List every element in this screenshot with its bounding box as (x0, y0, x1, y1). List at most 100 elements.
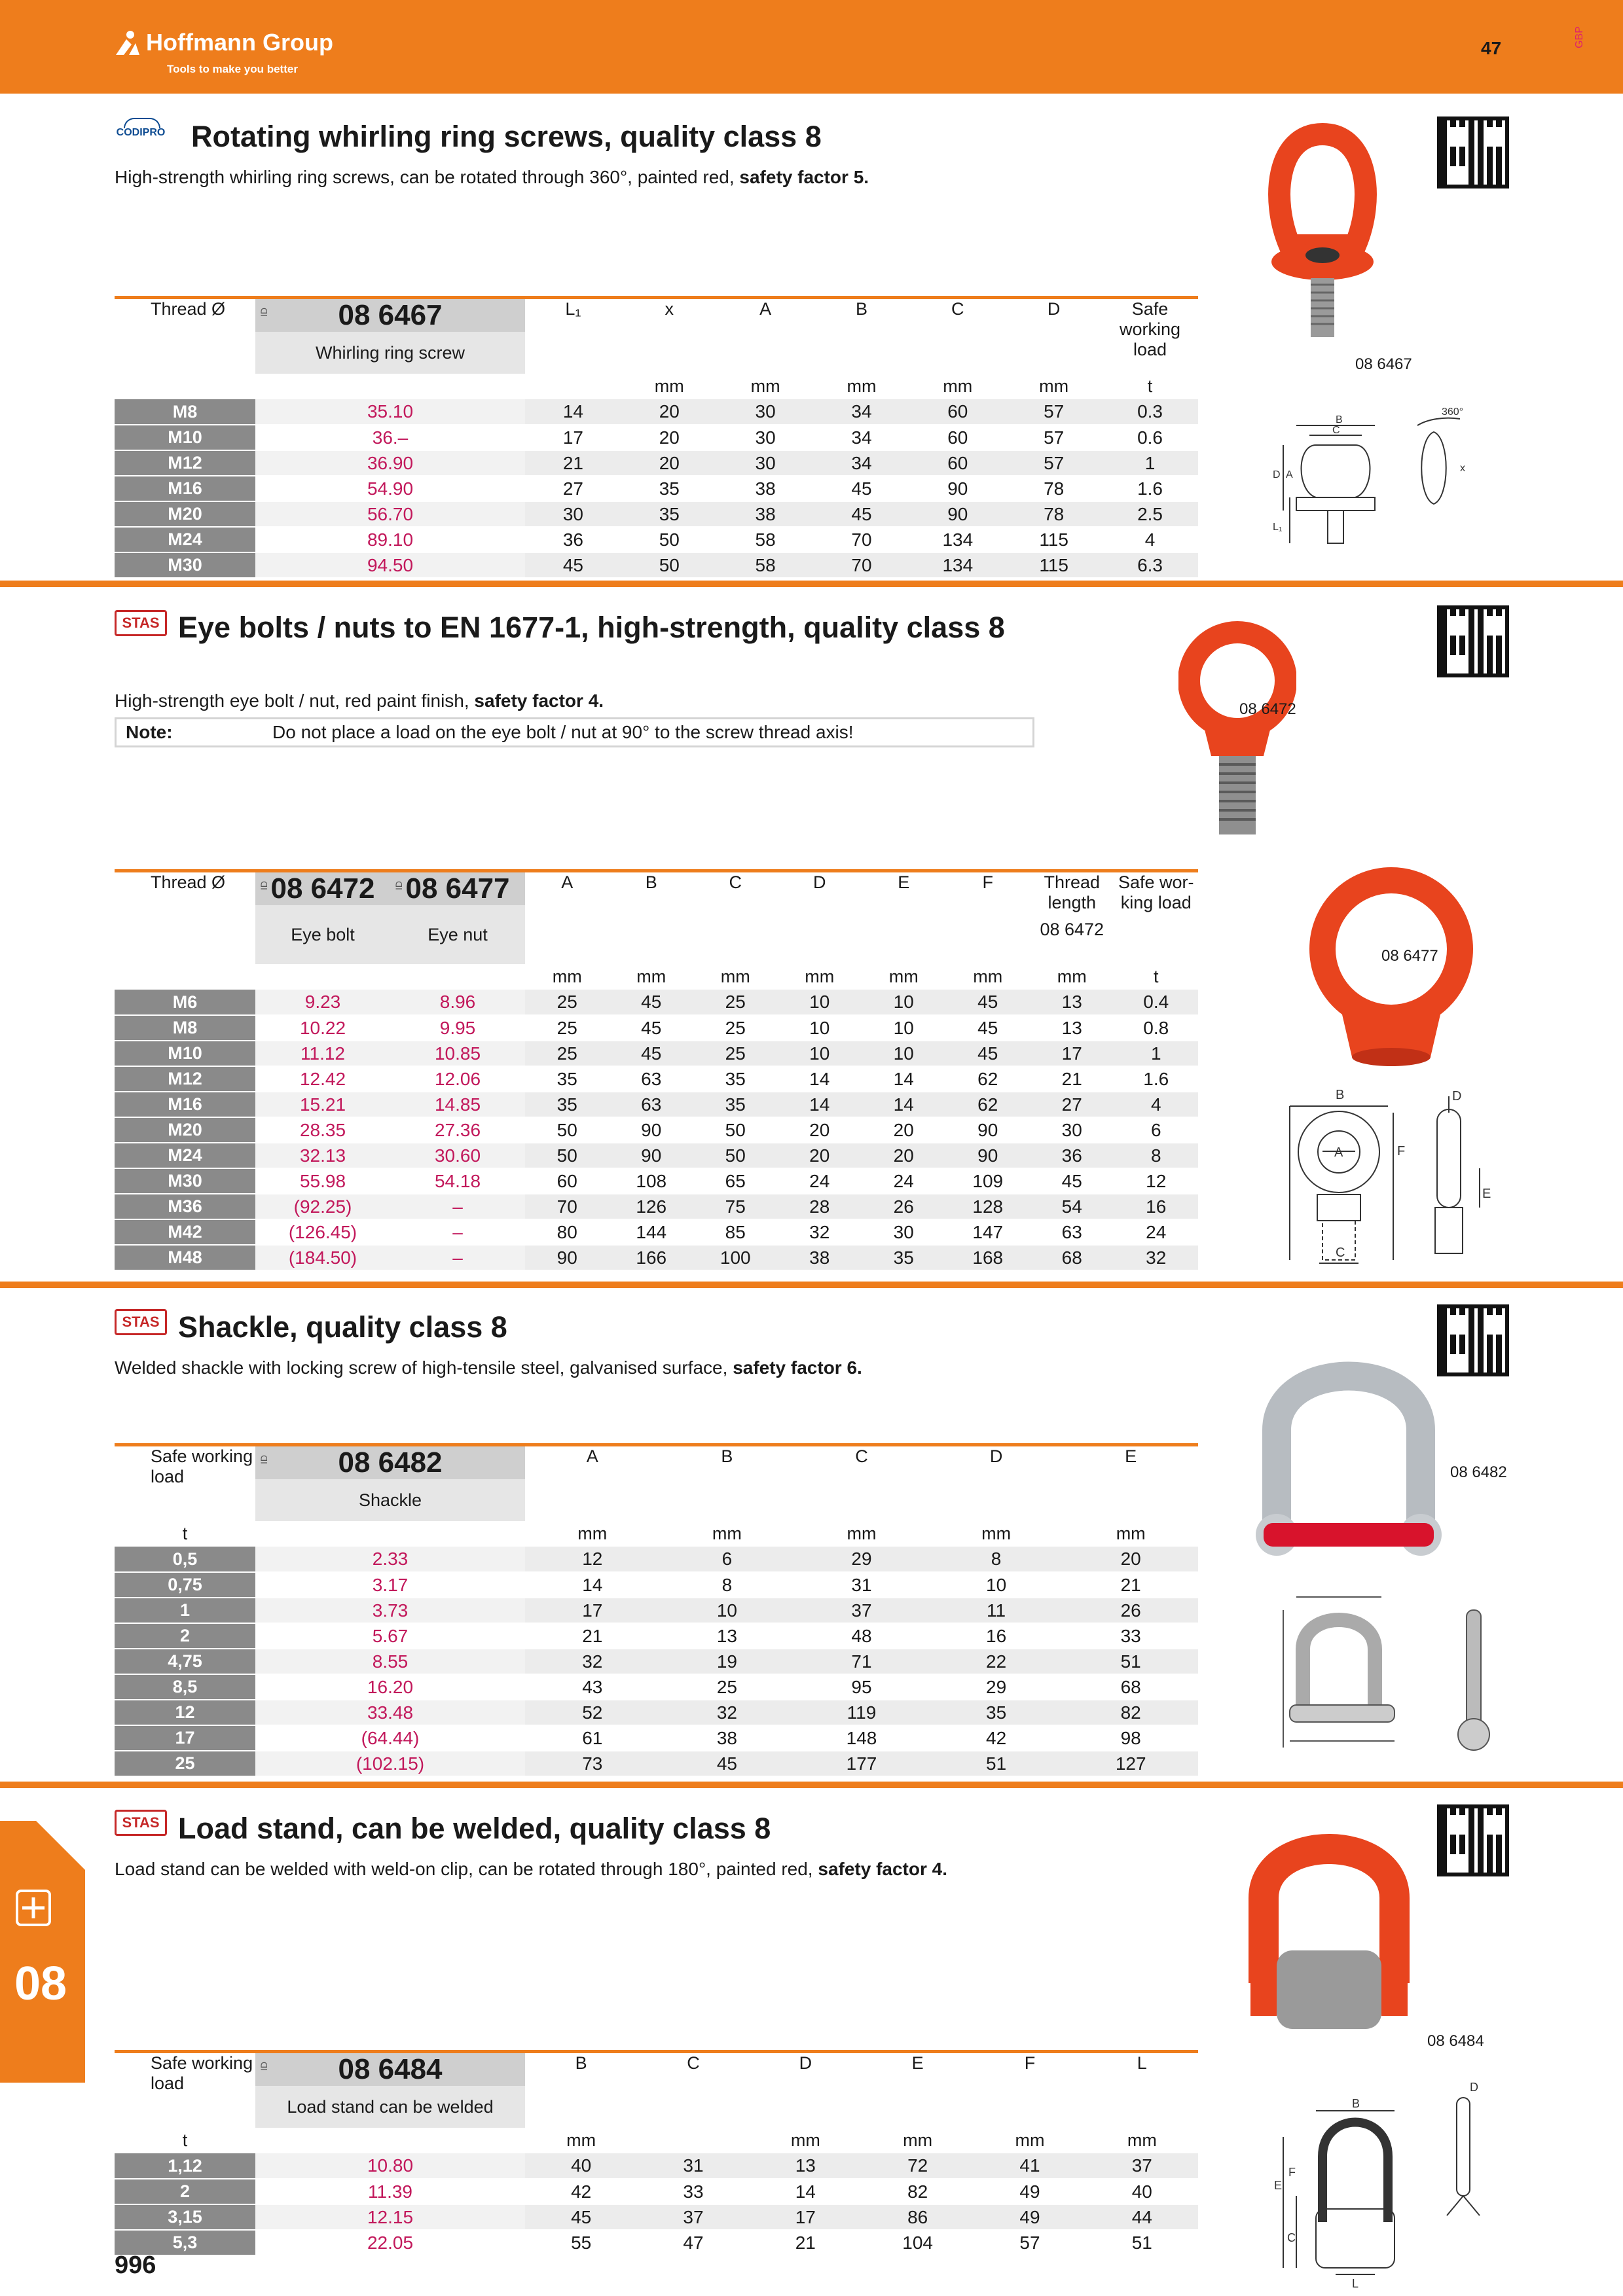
section-description: Welded shackle with locking screw of hig… (115, 1357, 862, 1378)
row-label: M24 (115, 527, 255, 553)
brand-name: Hoffmann Group (146, 29, 333, 56)
value-cell: 17 (525, 425, 621, 451)
value-cell: 24 (777, 1168, 862, 1194)
value-cell: 8 (928, 1547, 1064, 1573)
value-cell: 17 (1030, 1041, 1114, 1067)
column-unit: mm (847, 376, 877, 396)
value-cell: 22 (928, 1649, 1064, 1675)
article-number: ID 08 6484 (255, 2050, 525, 2086)
value-cell: 45 (525, 552, 621, 579)
brand-tagline: Tools to make you better (167, 63, 298, 75)
row-unit (115, 374, 255, 399)
value-cell: 50 (621, 552, 718, 579)
column-unit: mm (566, 2130, 596, 2150)
table-row: M30 94.50 45 50 58 70 134 115 6.3 (115, 552, 1198, 579)
value-cell: 128 (945, 1194, 1030, 1220)
value-cell: 27 (525, 476, 621, 502)
table-row: M6 9.23 8.96 25 45 25 10 10 45 13 0.4 (115, 990, 1198, 1016)
dimension-drawing: B C D A L₁ 360° x (1270, 399, 1493, 553)
chapter-tab (0, 1821, 85, 2083)
row-header-label: Safe working load (115, 1443, 255, 1521)
stas-brand-icon: STAS (115, 610, 167, 636)
value-cell: 29 (794, 1547, 929, 1573)
price-cell: 30.60 (390, 1143, 525, 1169)
value-cell: 0.8 (1114, 1015, 1198, 1041)
column-header: B (659, 1443, 795, 1521)
row-label: M12 (115, 1066, 255, 1092)
value-cell: 63 (1030, 1219, 1114, 1246)
row-label: 4,75 (115, 1649, 255, 1675)
article-number: ID 08 6472 (255, 869, 390, 905)
value-cell: 68 (1063, 1674, 1198, 1700)
price-cell: 11.39 (255, 2179, 525, 2205)
value-cell: 1.6 (1102, 476, 1198, 502)
dim-label-e: E (1482, 1187, 1491, 1201)
table-row: 12 33.48 52 32 119 35 82 (115, 1700, 1198, 1726)
value-cell: 34 (813, 425, 910, 451)
table-subheader-row: Load stand can be welded (115, 2086, 1198, 2128)
article-name: Load stand can be welded (255, 2086, 525, 2128)
table-header-row: Thread Ø ID 08 6467 L₁ x A B C D Safe working loa… (115, 296, 1198, 374)
column-header: x (621, 296, 718, 374)
dim-label-360: 360° (1442, 406, 1463, 418)
table-row: M48 (184.50) –90 166 100 38 35 168 68 32 (115, 1245, 1198, 1271)
value-cell: 62 (945, 1066, 1030, 1092)
column-header: B (609, 869, 693, 964)
column-unit: mm (903, 2130, 933, 2150)
value-cell: 148 (794, 1725, 929, 1751)
value-cell: 10 (659, 1598, 795, 1624)
row-label: 2 (115, 2179, 255, 2205)
table-unit-row: mm mm mm mm mm t (115, 374, 1198, 399)
value-cell: 14 (862, 1092, 946, 1118)
value-cell: 80 (525, 1219, 610, 1246)
value-cell: 21 (525, 1623, 660, 1649)
column-unit: mm (1057, 967, 1087, 986)
value-cell: 78 (1006, 476, 1103, 502)
value-cell: 14 (862, 1066, 946, 1092)
value-cell: 30 (525, 501, 621, 528)
value-cell: 90 (609, 1143, 693, 1169)
value-cell: 58 (717, 552, 814, 579)
price-cell: 14.85 (390, 1092, 525, 1118)
value-cell: 24 (1114, 1219, 1198, 1246)
row-label: M48 (115, 1245, 255, 1271)
value-cell: 60 (909, 450, 1006, 476)
value-cell: 41 (974, 2153, 1086, 2179)
value-cell: 11 (928, 1598, 1064, 1624)
table-row: 0,75 3.17 14 8 31 10 21 (115, 1572, 1198, 1598)
value-cell: 28 (777, 1194, 862, 1220)
section-title: Rotating whirling ring screws, quality c… (191, 120, 822, 153)
value-cell: 21 (525, 450, 621, 476)
table-unit-row: t mm mm mm mm mm (115, 1521, 1198, 1547)
table-row: 5,3 22.05 55 47 21 104 57 51 (115, 2230, 1198, 2256)
column-header: C (693, 869, 778, 964)
value-cell: 20 (777, 1117, 862, 1143)
value-cell: 144 (609, 1219, 693, 1246)
value-cell: 62 (945, 1092, 1030, 1118)
value-cell: 50 (693, 1143, 778, 1169)
value-cell: 90 (909, 501, 1006, 528)
row-label: 17 (115, 1725, 255, 1751)
price-cell: 3.17 (255, 1572, 525, 1598)
product-table: Safe working load ID 08 6484 B C D E F L Load sta… (115, 2050, 1198, 2256)
value-cell: 16 (928, 1623, 1064, 1649)
product-image-eye-bolt (1178, 615, 1297, 874)
value-cell: 50 (693, 1117, 778, 1143)
row-unit (115, 964, 255, 990)
value-cell: 45 (945, 1015, 1030, 1041)
table-row: 0,5 2.33 12 6 29 8 20 (115, 1547, 1198, 1573)
value-cell: 35 (621, 476, 718, 502)
price-cell: 22.05 (255, 2230, 525, 2256)
article-name: Eye nut (390, 905, 525, 964)
value-cell: 32 (1114, 1245, 1198, 1271)
value-cell: 13 (659, 1623, 795, 1649)
language-code: GBP (1573, 26, 1585, 48)
value-cell: 115 (1006, 552, 1103, 579)
value-cell: 12 (525, 1547, 660, 1573)
column-unit: mm (552, 967, 582, 986)
column-unit: mm (750, 376, 780, 396)
stas-brand-icon: STAS (115, 1810, 167, 1836)
product-table: Thread Ø ID 08 6467 L₁ x A B C D Safe working loa… (115, 296, 1198, 579)
stas-brand-icon: STAS (115, 1309, 167, 1335)
row-label: M36 (115, 1194, 255, 1220)
